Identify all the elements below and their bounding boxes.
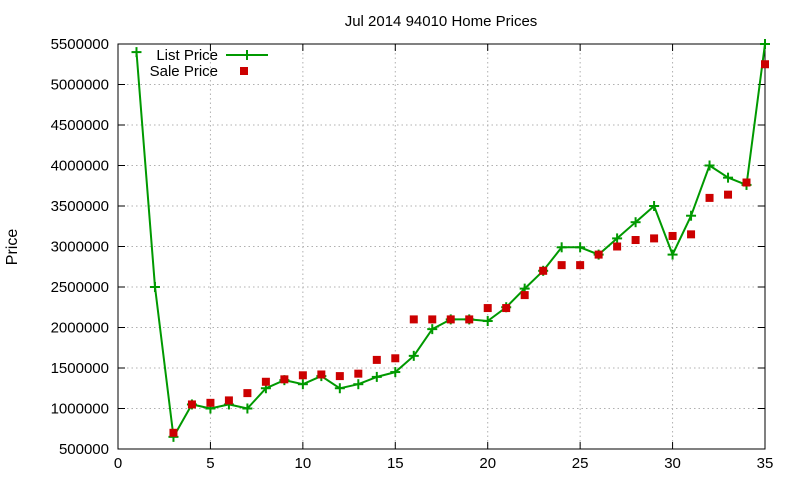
y-tick-label: 3000000 xyxy=(51,239,109,256)
chart-title: Jul 2014 94010 Home Prices xyxy=(345,13,538,30)
legend-marker-list-price xyxy=(242,50,252,60)
sale-price-point xyxy=(317,370,326,379)
list-price-point xyxy=(686,210,697,221)
sale-price-point xyxy=(243,389,252,398)
list-price-point xyxy=(482,316,493,327)
legend-label-list-price: List Price xyxy=(156,47,218,64)
x-tick-label: 0 xyxy=(114,455,122,472)
list-price-point xyxy=(723,172,734,183)
sale-price-point xyxy=(483,304,492,313)
y-axis-label: Price xyxy=(4,229,21,266)
list-price-point xyxy=(760,39,770,49)
sale-price-point xyxy=(613,242,622,251)
sale-price-point xyxy=(465,315,474,324)
list-price-point xyxy=(149,282,160,292)
sale-price-point xyxy=(446,315,455,324)
y-tick-label: 1000000 xyxy=(51,401,109,418)
list-price-point xyxy=(649,201,660,211)
sale-price-point xyxy=(724,190,733,199)
list-price-point xyxy=(704,160,715,171)
y-tick-label: 500000 xyxy=(59,441,109,458)
sale-price-point xyxy=(594,250,603,259)
y-tick-label: 5500000 xyxy=(51,36,109,53)
list-price-point xyxy=(667,249,678,260)
y-tick-label: 4000000 xyxy=(51,158,109,175)
sale-price-point xyxy=(261,377,270,386)
sale-price-point xyxy=(687,230,696,239)
y-tick-label: 2500000 xyxy=(51,279,109,296)
sale-price-point xyxy=(428,315,437,324)
sale-price-point xyxy=(280,375,289,384)
sale-price-point xyxy=(206,398,215,407)
list-price-point xyxy=(334,383,345,394)
sale-price-point xyxy=(372,355,381,364)
sale-price-point xyxy=(335,372,344,381)
y-tick-label: 4500000 xyxy=(51,117,109,134)
x-tick-label: 5 xyxy=(206,455,214,472)
legend: List Price Sale Price xyxy=(150,47,268,80)
list-price-point xyxy=(408,350,419,361)
sale-price-point xyxy=(761,60,769,69)
x-tick-label: 15 xyxy=(387,455,404,472)
sale-price-point xyxy=(298,371,307,380)
sale-price-point xyxy=(354,369,363,378)
x-tick-label: 10 xyxy=(295,455,312,472)
x-tick-label: 35 xyxy=(757,455,774,472)
sale-price-point xyxy=(224,396,233,405)
sale-price-point xyxy=(502,304,511,313)
sale-price-point xyxy=(169,428,178,437)
y-tick-label: 1500000 xyxy=(51,360,109,377)
sale-price-point xyxy=(187,400,196,409)
sale-price-point xyxy=(742,178,751,187)
list-price-point xyxy=(131,47,142,58)
list-price-point xyxy=(427,324,438,335)
sale-price-point xyxy=(576,261,585,270)
sale-price-point xyxy=(409,315,418,324)
sale-price-point xyxy=(705,193,714,202)
x-tick-label: 20 xyxy=(479,455,496,472)
legend-plus-glyph xyxy=(242,50,252,60)
legend-label-sale-price: Sale Price xyxy=(150,63,218,80)
list-price-point xyxy=(575,242,586,253)
sale-price-point xyxy=(650,234,659,243)
y-tick-label: 2000000 xyxy=(51,320,109,337)
list-price-point xyxy=(297,379,308,390)
x-tick-label: 30 xyxy=(664,455,681,472)
sale-price-point xyxy=(668,231,677,240)
list-price-point xyxy=(556,242,567,253)
sale-price-point xyxy=(631,236,640,245)
grid-lines xyxy=(118,44,765,449)
sale-price-point xyxy=(539,266,548,275)
y-tick-label: 3500000 xyxy=(51,198,109,215)
list-price-point xyxy=(371,371,382,382)
x-tick-label: 25 xyxy=(572,455,589,472)
list-price-point xyxy=(612,233,623,244)
sale-price-point xyxy=(557,261,566,270)
data-series xyxy=(131,39,770,442)
list-price-line xyxy=(135,43,766,438)
list-price-point xyxy=(242,403,253,414)
y-tick-label: 5000000 xyxy=(51,77,109,94)
list-price-point xyxy=(390,367,401,378)
list-price-point xyxy=(353,379,364,390)
axis-ticks: 0 5 10 15 20 25 30 35 500000 1000000 1500000 200000… xyxy=(51,36,774,472)
list-price-point xyxy=(630,217,641,228)
sale-price-point xyxy=(391,354,400,363)
legend-marker-sale-price xyxy=(240,67,248,75)
sale-price-point xyxy=(520,291,529,300)
